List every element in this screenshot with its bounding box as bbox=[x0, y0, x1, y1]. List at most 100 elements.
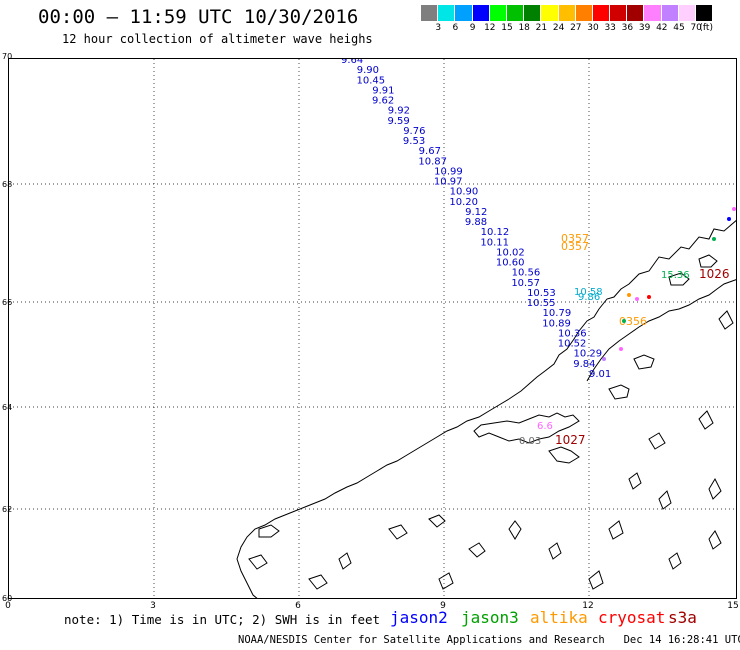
legend-labels: 3 6 9 12 15 18 21 24 27 30 33 36 39 42 45 70 (ft) bbox=[421, 23, 740, 35]
legend-label: 45 bbox=[673, 23, 685, 33]
legend-swatch bbox=[524, 5, 542, 21]
wave-height-label: 15.36 bbox=[661, 270, 690, 281]
track-dot bbox=[727, 217, 731, 221]
legend-swatch bbox=[575, 5, 593, 21]
legend-label: 3 bbox=[435, 23, 442, 33]
x-axis-label: 0 bbox=[5, 601, 11, 611]
wave-height-label: 1026 bbox=[699, 267, 730, 281]
map-frame: 9.64 9.90 10.45 9.91 9.62 9.92 9.59 9.76 9.53 9.6… bbox=[8, 58, 737, 599]
y-axis-label: 64 bbox=[2, 403, 13, 412]
wave-height-label: 9.64 bbox=[341, 59, 363, 66]
wave-height-label: 9.53 bbox=[403, 136, 425, 147]
wave-height-label: 10.60 bbox=[496, 258, 525, 269]
wave-height-label: 10.45 bbox=[356, 75, 385, 86]
legend-label: 27 bbox=[570, 23, 582, 33]
legend-label: 12 bbox=[484, 23, 496, 33]
mission-label: jason2 bbox=[390, 608, 448, 627]
track-dot bbox=[635, 297, 639, 301]
legend-swatch bbox=[541, 5, 559, 21]
wave-height-label: 9.76 bbox=[403, 126, 425, 137]
x-axis-label: 3 bbox=[150, 601, 156, 611]
wave-height-label: 10.89 bbox=[542, 318, 571, 329]
legend-swatch bbox=[627, 5, 645, 21]
wave-height-label: 10.57 bbox=[511, 278, 540, 289]
legend-label: 33 bbox=[604, 23, 616, 33]
y-axis-label: 62 bbox=[2, 505, 13, 514]
legend-swatch bbox=[696, 5, 714, 21]
wave-height-label: 0.03 bbox=[519, 436, 541, 447]
y-axis-label: 68 bbox=[2, 180, 13, 189]
wave-height-label: 0357 bbox=[561, 232, 589, 245]
track-dot bbox=[627, 293, 631, 297]
wave-height-label: 0356 bbox=[619, 315, 647, 328]
legend-swatch bbox=[661, 5, 679, 21]
legend-label: 30 bbox=[587, 23, 599, 33]
track-dot bbox=[622, 319, 626, 323]
legend-swatch bbox=[558, 5, 576, 21]
wave-height-label: 10.99 bbox=[434, 166, 463, 177]
wave-height-label: 9.84 bbox=[573, 359, 595, 370]
wave-height-label: 10.02 bbox=[496, 247, 525, 258]
wave-height-label: 9.86 bbox=[578, 292, 600, 303]
map-canvas: 9.649.9010.459.919.629.929.599.769.539.6… bbox=[9, 59, 736, 598]
legend-swatch bbox=[678, 5, 696, 21]
map-title: 00:00 – 11:59 UTC 10/30/2016 bbox=[38, 6, 359, 28]
wave-height-label: 9.67 bbox=[419, 146, 441, 157]
mission-label: altika bbox=[530, 608, 588, 627]
legend-swatch bbox=[489, 5, 507, 21]
legend-swatch bbox=[438, 5, 456, 21]
legend-label: 42 bbox=[656, 23, 668, 33]
wave-height-label: 9.88 bbox=[465, 217, 487, 228]
track-dot bbox=[619, 347, 623, 351]
map-subtitle: 12 hour collection of altimeter wave hei… bbox=[62, 32, 373, 46]
mission-label: jason3 bbox=[461, 608, 519, 627]
x-axis-label: 15 bbox=[727, 601, 739, 611]
wave-height-label: 9.62 bbox=[372, 96, 394, 107]
legend-swatch bbox=[610, 5, 628, 21]
track-dot bbox=[602, 357, 606, 361]
legend-swatch bbox=[644, 5, 662, 21]
altimeter-tracks: 9.649.9010.459.919.629.929.599.769.539.6… bbox=[341, 59, 736, 447]
mission-label: cryosat bbox=[598, 608, 666, 627]
color-legend bbox=[421, 5, 714, 21]
coastline bbox=[236, 220, 736, 598]
wave-height-label: 10.55 bbox=[527, 298, 556, 309]
footer-note: note: 1) Time is in UTC; 2) SWH is in fe… bbox=[64, 612, 381, 627]
wave-height-label: 10.90 bbox=[450, 187, 479, 198]
legend-swatch bbox=[472, 5, 490, 21]
wave-height-label: 1027 bbox=[555, 433, 586, 447]
wave-height-label: 9.92 bbox=[388, 106, 410, 117]
legend-swatch bbox=[455, 5, 473, 21]
x-axis-label: 6 bbox=[295, 601, 301, 611]
x-axis-label: 9 bbox=[440, 601, 446, 611]
wave-height-label: 10.52 bbox=[558, 339, 587, 350]
legend-label: 6 bbox=[452, 23, 459, 33]
wave-height-label: 10.87 bbox=[418, 156, 447, 167]
legend-swatch bbox=[592, 5, 611, 21]
legend-label: 9 bbox=[469, 23, 476, 33]
wave-height-label: 6.6 bbox=[537, 421, 553, 432]
wave-height-label: 0357 bbox=[561, 240, 589, 253]
legend-label: 36 bbox=[621, 23, 634, 33]
wave-height-label: 10.53 bbox=[527, 288, 556, 299]
wave-height-label: 10.12 bbox=[481, 227, 510, 238]
legend-label: 18 bbox=[518, 23, 530, 33]
wave-height-label: 9.59 bbox=[387, 116, 409, 127]
legend-label: (ft) bbox=[699, 23, 713, 33]
wave-height-label: 10.20 bbox=[449, 197, 478, 208]
legend-label: 21 bbox=[535, 23, 548, 33]
wave-height-label: 10.36 bbox=[558, 328, 587, 339]
track-dot bbox=[647, 295, 651, 299]
wave-height-label: 9.12 bbox=[465, 207, 487, 218]
legend-label: 70 bbox=[690, 23, 702, 33]
wave-height-label: 10.11 bbox=[480, 237, 509, 248]
legend-label: 24 bbox=[552, 23, 565, 33]
wave-height-label: 9.01 bbox=[589, 369, 611, 380]
y-axis-label: 60 bbox=[2, 594, 13, 603]
wave-height-label: 10.58 bbox=[574, 287, 603, 298]
wave-height-label: 10.56 bbox=[512, 268, 541, 279]
grid-lines bbox=[9, 59, 736, 598]
x-axis-label: 12 bbox=[582, 601, 594, 611]
legend-label: 39 bbox=[638, 23, 651, 33]
track-dot bbox=[732, 207, 736, 211]
